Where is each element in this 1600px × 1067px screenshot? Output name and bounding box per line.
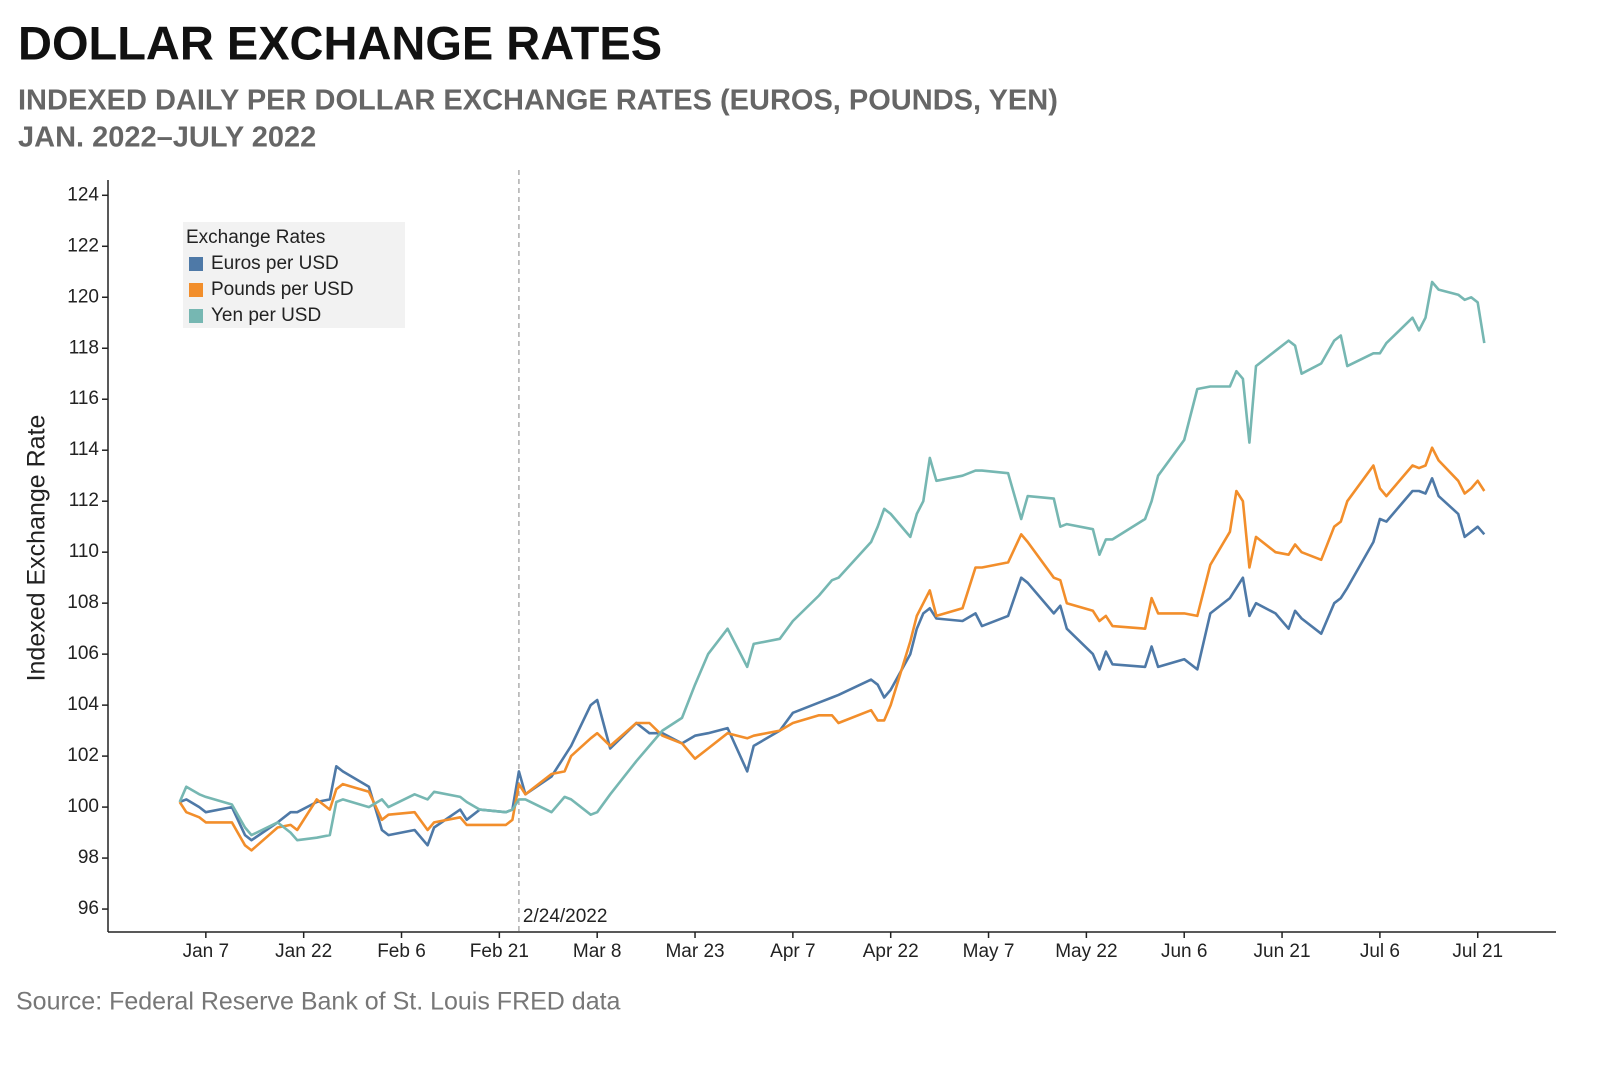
x-tick-label: Jun 21 bbox=[1254, 941, 1311, 962]
y-tick-label: 106 bbox=[67, 643, 99, 664]
x-tick-label: Feb 21 bbox=[470, 941, 529, 962]
y-tick-label: 114 bbox=[69, 439, 100, 460]
x-tick-label: Apr 22 bbox=[863, 941, 919, 962]
x-tick-label: Jan 7 bbox=[183, 941, 229, 962]
y-tick-label: 98 bbox=[78, 847, 99, 868]
x-tick-label: Mar 8 bbox=[573, 941, 622, 962]
x-tick-label: Jan 22 bbox=[275, 941, 332, 962]
series-line bbox=[179, 477, 1486, 847]
x-tick-label: Jul 6 bbox=[1360, 941, 1400, 962]
source-note: Source: Federal Reserve Bank of St. Loui… bbox=[16, 988, 621, 1016]
y-tick-label: 100 bbox=[67, 796, 99, 817]
y-tick-label: 116 bbox=[69, 388, 99, 409]
x-tick-label: Mar 23 bbox=[665, 941, 724, 962]
x-tick-label: Apr 7 bbox=[770, 941, 815, 962]
chart-subtitle: JAN. 2022–JULY 2022 bbox=[18, 122, 316, 154]
series-line bbox=[178, 446, 1486, 852]
x-tick-label: Jul 21 bbox=[1452, 941, 1503, 962]
y-tick-label: 124 bbox=[67, 184, 99, 205]
legend-box bbox=[183, 222, 405, 328]
annotation-label: 2/24/2022 bbox=[523, 906, 608, 927]
y-tick-label: 104 bbox=[67, 694, 99, 715]
chart-title: DOLLAR EXCHANGE RATES bbox=[18, 16, 662, 69]
legend-label: Yen per USD bbox=[211, 305, 321, 326]
chart-subtitle: INDEXED DAILY PER DOLLAR EXCHANGE RATES … bbox=[18, 85, 1058, 117]
legend-label: Pounds per USD bbox=[211, 279, 354, 300]
series-line bbox=[178, 280, 1486, 842]
y-tick-label: 110 bbox=[69, 541, 99, 562]
x-tick-label: Feb 6 bbox=[377, 941, 426, 962]
y-axis-label: Indexed Exchange Rate bbox=[23, 415, 51, 682]
legend-label: Euros per USD bbox=[211, 253, 339, 274]
legend-swatch bbox=[189, 283, 203, 297]
legend-swatch bbox=[189, 309, 203, 323]
x-tick-label: Jun 6 bbox=[1161, 941, 1207, 962]
y-tick-label: 120 bbox=[67, 286, 99, 307]
y-tick-label: 118 bbox=[69, 337, 99, 358]
legend-title: Exchange Rates bbox=[186, 227, 325, 248]
legend-swatch bbox=[189, 257, 203, 271]
x-tick-label: May 7 bbox=[963, 941, 1015, 962]
x-tick-label: May 22 bbox=[1055, 941, 1117, 962]
y-tick-label: 108 bbox=[67, 592, 99, 613]
y-tick-label: 102 bbox=[67, 745, 99, 766]
y-tick-label: 112 bbox=[69, 490, 99, 511]
y-tick-label: 122 bbox=[67, 235, 99, 256]
y-tick-label: 96 bbox=[78, 898, 99, 919]
